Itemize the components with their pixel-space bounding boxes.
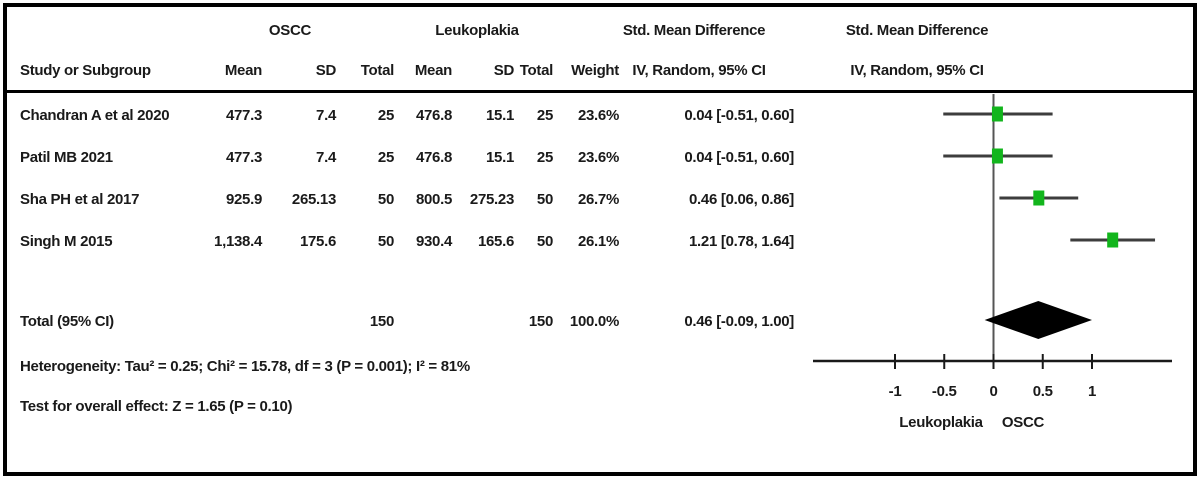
total-row-total-leuk: 150 — [528, 313, 553, 330]
row-0-ci: 0.04 [-0.51, 0.60] — [684, 107, 794, 124]
x-tick-label: -0.5 — [932, 383, 957, 400]
row-1-total1: 25 — [377, 149, 394, 166]
row-0-total1: 25 — [377, 107, 394, 124]
total-row-ci: 0.46 [-0.09, 1.00] — [684, 313, 794, 330]
column-header-smd-title: Std. Mean Difference — [622, 22, 766, 39]
row-3-study: Singh M 2015 — [20, 233, 113, 250]
row-3-weight: 26.1% — [577, 233, 619, 250]
row-2-sd1: 265.13 — [291, 191, 336, 208]
row-2-mean1: 925.9 — [225, 191, 262, 208]
row-2-total2: 50 — [536, 191, 553, 208]
row-3-total2: 50 — [536, 233, 553, 250]
header-separator-line — [7, 90, 1193, 93]
row-1-sd1: 7.4 — [316, 149, 336, 166]
effect-marker — [991, 148, 1003, 164]
column-header-mean-oscc: Mean — [224, 62, 262, 79]
row-1-mean2: 476.8 — [415, 149, 452, 166]
x-tick-label: 0.5 — [1033, 383, 1053, 400]
row-3-mean2: 930.4 — [415, 233, 452, 250]
row-1-weight: 23.6% — [577, 149, 619, 166]
plot-header-smd-subtitle: IV, Random, 95% CI — [850, 62, 984, 79]
row-2-sd2: 275.23 — [469, 191, 514, 208]
row-1-total2: 25 — [536, 149, 553, 166]
effect-marker — [991, 106, 1003, 122]
column-header-study: Study or Subgroup — [20, 62, 151, 79]
row-0-weight: 23.6% — [577, 107, 619, 124]
column-header-smd-subtitle: IV, Random, 95% CI — [632, 62, 766, 79]
row-1-study: Patil MB 2021 — [20, 149, 113, 166]
row-1-mean1: 477.3 — [225, 149, 262, 166]
column-header-weight: Weight — [571, 62, 619, 79]
heterogeneity-text: Heterogeneity: Tau² = 0.25; Chi² = 15.78… — [20, 358, 470, 375]
x-tick-label: -1 — [889, 383, 902, 400]
group-header-oscc: OSCC — [268, 22, 312, 39]
total-diamond — [984, 301, 1092, 339]
row-3-sd1: 175.6 — [299, 233, 336, 250]
plot-header-smd-title: Std. Mean Difference — [845, 22, 989, 39]
row-0-sd1: 7.4 — [316, 107, 336, 124]
row-3-mean1: 1,138.4 — [214, 233, 262, 250]
x-tick-label: 1 — [1088, 383, 1096, 400]
column-header-total-leuk: Total — [519, 62, 554, 79]
column-header-sd-leuk: SD — [493, 62, 515, 79]
row-0-sd2: 15.1 — [486, 107, 514, 124]
row-3-total1: 50 — [377, 233, 394, 250]
row-1-sd2: 15.1 — [486, 149, 514, 166]
row-2-total1: 50 — [377, 191, 394, 208]
total-row-weight: 100.0% — [569, 313, 619, 330]
row-3-sd2: 165.6 — [477, 233, 514, 250]
row-2-mean2: 800.5 — [415, 191, 452, 208]
row-0-mean1: 477.3 — [225, 107, 262, 124]
column-header-mean-leuk: Mean — [414, 62, 452, 79]
row-2-ci: 0.46 [0.06, 0.86] — [689, 191, 794, 208]
row-0-total2: 25 — [536, 107, 553, 124]
group-header-leukoplakia: Leukoplakia — [435, 22, 519, 39]
x-tick-label: 0 — [989, 383, 997, 400]
total-row-total-oscc: 150 — [369, 313, 394, 330]
effect-marker — [1107, 232, 1119, 248]
total-row-label: Total (95% CI) — [20, 313, 114, 330]
overall-effect-text: Test for overall effect: Z = 1.65 (P = 0… — [20, 398, 293, 415]
row-1-ci: 0.04 [-0.51, 0.60] — [684, 149, 794, 166]
axis-left-label: Leukoplakia — [899, 414, 983, 431]
row-2-weight: 26.7% — [577, 191, 619, 208]
row-0-mean2: 476.8 — [415, 107, 452, 124]
column-header-total-oscc: Total — [360, 62, 395, 79]
column-header-sd-oscc: SD — [315, 62, 337, 79]
row-2-study: Sha PH et al 2017 — [20, 191, 140, 208]
effect-marker — [1033, 190, 1045, 206]
row-3-ci: 1.21 [0.78, 1.64] — [689, 233, 794, 250]
axis-right-label: OSCC — [1001, 414, 1045, 431]
row-0-study: Chandran A et al 2020 — [20, 107, 170, 124]
